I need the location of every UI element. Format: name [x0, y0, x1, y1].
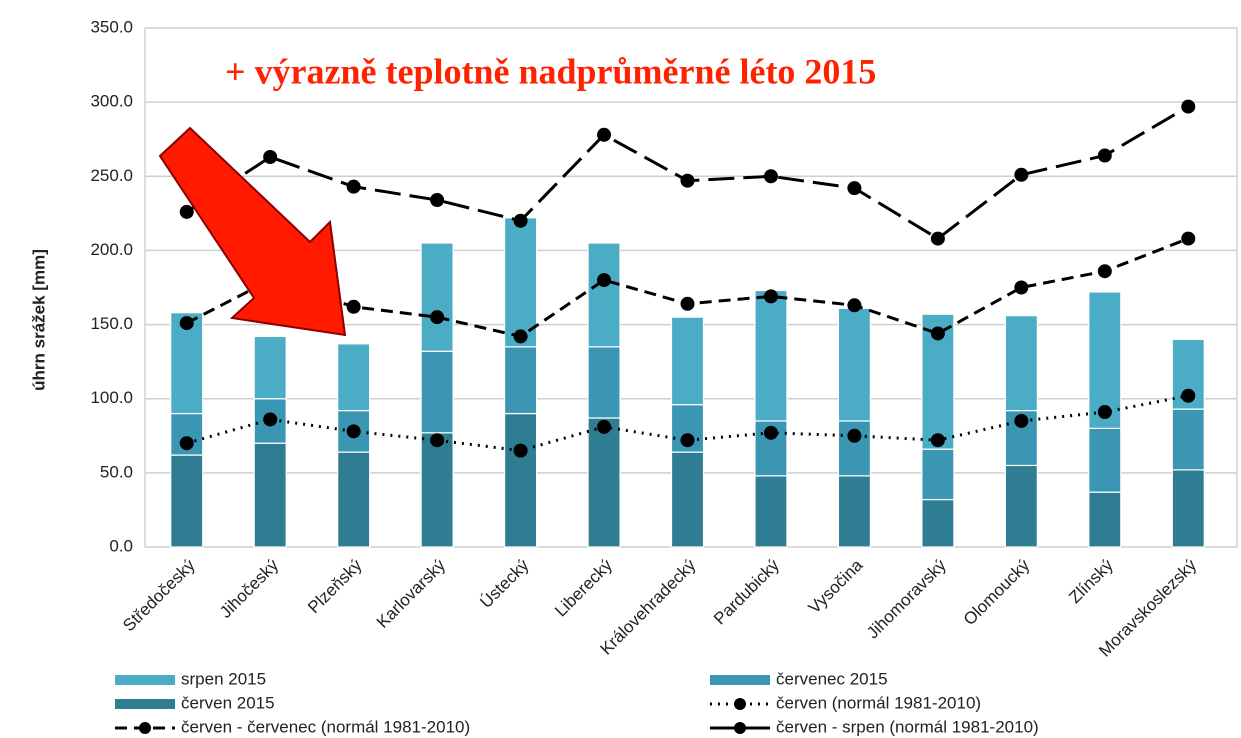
- y-tick-label: 300.0: [90, 92, 133, 111]
- bar-segment: [921, 498, 955, 548]
- y-tick-label: 100.0: [90, 388, 133, 407]
- bar-segment: [503, 217, 538, 348]
- line-marker: [763, 425, 778, 440]
- y-tick-label: 200.0: [90, 240, 133, 259]
- legend-swatch: [115, 675, 175, 685]
- line-marker: [263, 150, 278, 165]
- bar-segment: [1004, 315, 1038, 412]
- bar-segment: [253, 442, 287, 548]
- bar-segment: [670, 451, 705, 548]
- line-marker: [513, 213, 528, 228]
- bar-segment: [670, 316, 705, 406]
- legend-swatch: [710, 675, 770, 685]
- bar-segment: [754, 289, 788, 422]
- line-marker: [930, 433, 945, 448]
- line-marker: [179, 204, 194, 219]
- bar-segment: [1088, 427, 1122, 493]
- bar-segment: [587, 346, 621, 419]
- bar-segment: [754, 475, 788, 548]
- y-tick-label: 150.0: [90, 314, 133, 333]
- line-marker: [430, 310, 445, 325]
- line-marker: [513, 329, 528, 344]
- bar-segment: [1171, 469, 1205, 548]
- legend-swatch: [115, 699, 175, 709]
- bar-segment: [503, 412, 538, 548]
- y-axis-label: úhrn srážek [mm]: [29, 249, 48, 391]
- y-tick-label: 350.0: [90, 17, 133, 36]
- line-marker: [847, 298, 862, 313]
- legend-label: červen (normál 1981-2010): [776, 693, 981, 712]
- line-marker: [1181, 99, 1196, 114]
- bar-segment: [587, 242, 621, 348]
- line-marker: [346, 179, 361, 194]
- line-marker: [346, 424, 361, 439]
- legend-label: červen - srpen (normál 1981-2010): [776, 717, 1039, 736]
- bar-segment: [420, 242, 454, 352]
- bar-segment: [420, 350, 454, 434]
- bar-segment: [253, 335, 287, 400]
- annotation: + výrazně teplotně nadprůměrné léto 2015: [225, 51, 876, 91]
- line-marker: [597, 419, 612, 434]
- legend-label: červen - červenec (normál 1981-2010): [181, 717, 470, 736]
- legend-label: červen 2015: [181, 693, 275, 712]
- line-marker: [597, 127, 612, 142]
- bar-segment: [837, 307, 872, 422]
- line-marker: [680, 296, 695, 311]
- line-marker: [1181, 388, 1196, 403]
- line-marker: [930, 326, 945, 341]
- line-marker: [179, 436, 194, 451]
- line-marker: [430, 433, 445, 448]
- bar-segment: [921, 448, 955, 501]
- line-marker: [847, 428, 862, 443]
- bar-segment: [503, 346, 538, 415]
- legend-marker: [734, 722, 746, 734]
- bar-segment: [337, 343, 371, 412]
- line-marker: [680, 433, 695, 448]
- line-marker: [1014, 280, 1029, 295]
- line-marker: [1181, 231, 1196, 246]
- line-marker: [597, 273, 612, 288]
- legend-label: červenec 2015: [776, 669, 888, 688]
- line-marker: [763, 289, 778, 304]
- line-marker: [930, 231, 945, 246]
- line-marker: [680, 173, 695, 188]
- line-marker: [847, 181, 862, 196]
- arrow: [158, 126, 347, 337]
- line-marker: [1097, 264, 1112, 279]
- bar-segment: [837, 475, 872, 548]
- legend-marker: [734, 698, 746, 710]
- y-tick-label: 50.0: [100, 462, 133, 481]
- legend-marker: [139, 722, 151, 734]
- line-marker: [1097, 405, 1112, 420]
- bar-segment: [170, 454, 204, 548]
- bar-segment: [1088, 491, 1122, 548]
- y-tick-label: 0.0: [109, 536, 133, 555]
- bar-segment: [420, 432, 454, 548]
- line-marker: [513, 443, 528, 458]
- bar-segment: [337, 451, 371, 548]
- line-marker: [346, 299, 361, 314]
- line-marker: [263, 412, 278, 427]
- line-marker: [1097, 148, 1112, 163]
- bar-segment: [1171, 408, 1205, 471]
- line-marker: [763, 169, 778, 184]
- line-marker: [1014, 167, 1029, 182]
- line-marker: [1014, 413, 1029, 428]
- y-tick-label: 250.0: [90, 166, 133, 185]
- bar-segment: [587, 417, 621, 548]
- line-marker: [430, 193, 445, 208]
- legend-label: srpen 2015: [181, 669, 266, 688]
- bar-segment: [1004, 464, 1038, 548]
- line-marker: [179, 316, 194, 331]
